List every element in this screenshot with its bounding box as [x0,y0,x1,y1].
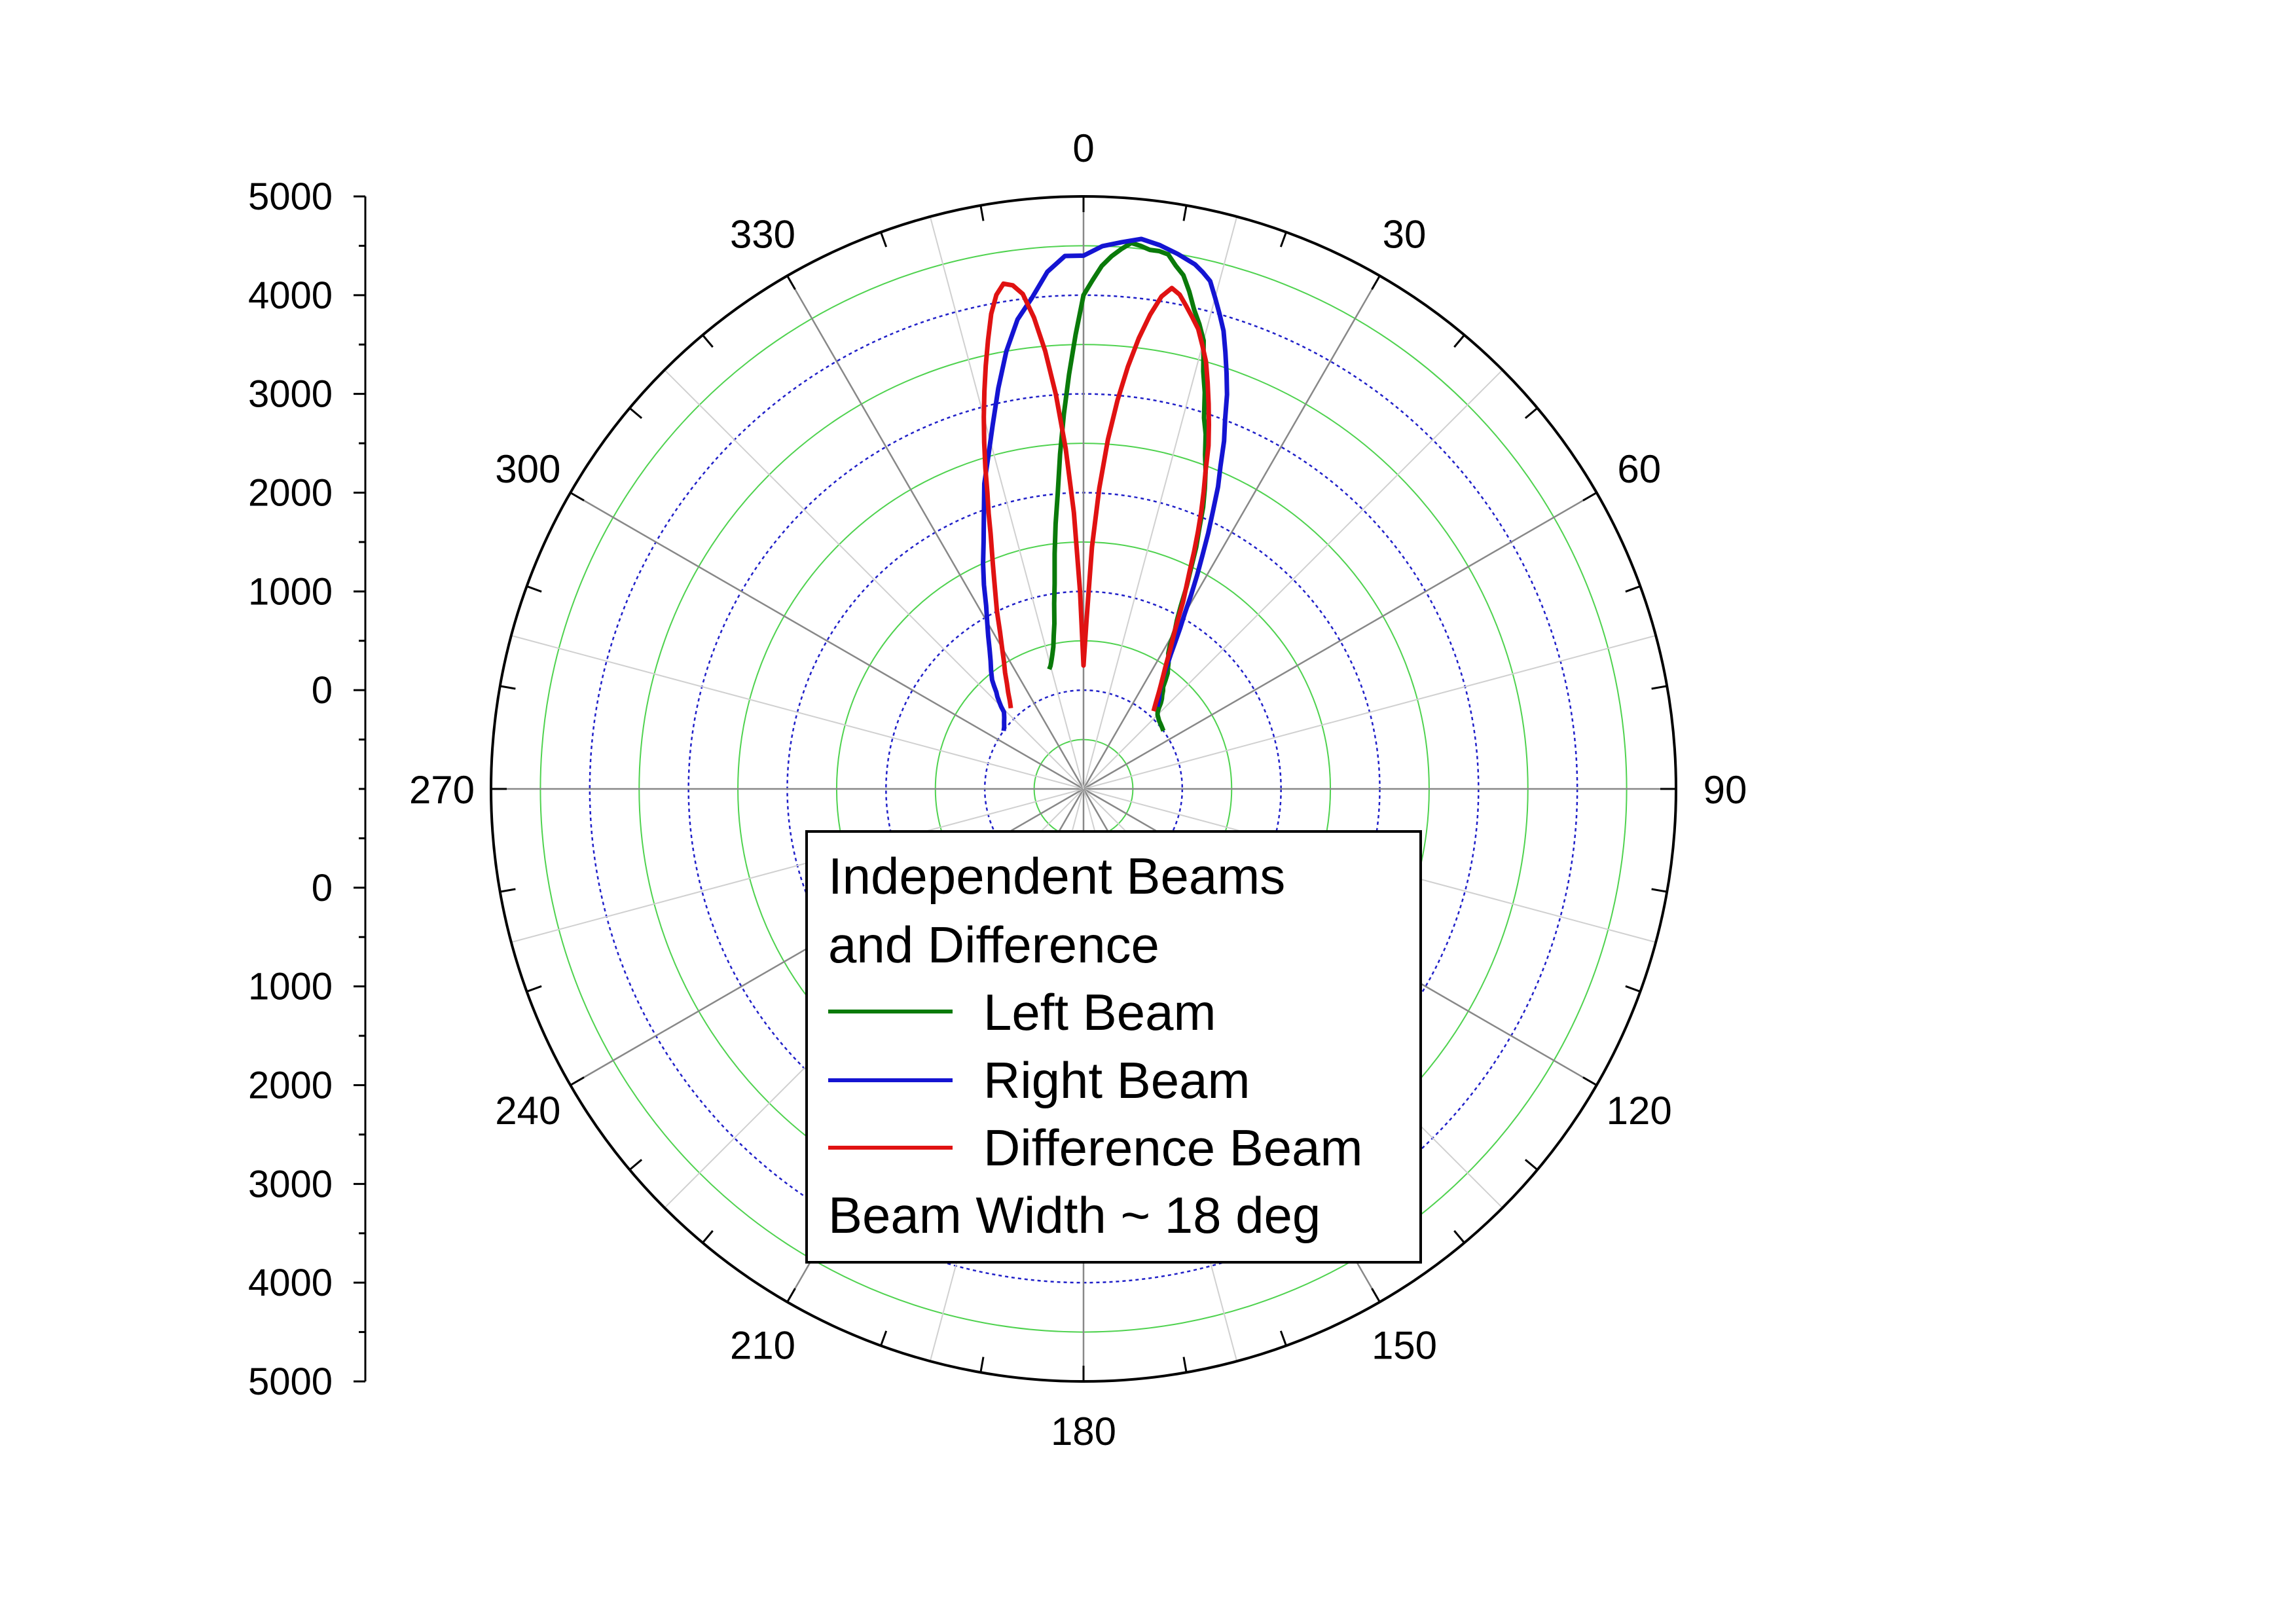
angle-tick [1582,1076,1597,1086]
angle-tick [1279,232,1287,247]
angle-label-60: 60 [1617,447,1661,491]
angle-tick [629,407,643,419]
angle-label-240: 240 [495,1089,560,1133]
angle-label-30: 30 [1383,212,1427,256]
minor-spoke [1083,216,1238,790]
minor-spoke [664,369,1084,790]
angle-label-210: 210 [730,1324,795,1368]
angle-tick [1625,985,1641,993]
legend-box [805,830,1422,1264]
angle-label-270: 270 [409,768,475,812]
angle-label-90: 90 [1704,768,1747,812]
radial-tick-label-lower: 0 [312,867,333,909]
angle-label-330: 330 [730,212,795,256]
series-line-left-beam [1047,240,1209,732]
angle-tick [1625,585,1641,593]
angle-tick [786,275,796,290]
angle-tick [786,1288,796,1303]
angle-tick [1651,685,1667,690]
angle-tick [880,1330,888,1346]
radial-tick-label-upper: 3000 [248,373,333,416]
angle-label-150: 150 [1372,1324,1437,1368]
legend-label-difference-beam: Difference Beam [983,1119,1363,1176]
angle-label-300: 300 [495,447,560,491]
angle-tick [702,1230,714,1244]
radial-tick-label-lower: 1000 [248,966,333,1008]
radial-tick-label-upper: 5000 [248,175,333,218]
angle-labels: 0 30 60 90 120 150 180 210 240 270 300 330 [409,126,1747,1453]
angle-tick [702,334,714,348]
angle-tick [1524,407,1539,419]
minor-spoke [929,216,1084,790]
minor-spoke [1083,634,1656,790]
angle-tick [1279,1330,1287,1346]
series-group [981,236,1230,732]
radial-tick-label-lower: 4000 [248,1262,333,1304]
radial-axis: 5000 4000 3000 2000 1000 0 0 1000 2000 3000 4000 50… [248,175,367,1403]
legend-label-left-beam: Left Beam [983,983,1216,1041]
angle-tick [979,1357,985,1373]
angle-tick [526,985,542,993]
angle-tick [526,585,542,593]
angle-label-180: 180 [1051,1410,1116,1453]
angle-label-0: 0 [1072,126,1094,170]
radial-tick-label-lower: 5000 [248,1360,333,1403]
angle-tick [570,492,585,501]
radial-tick-label-upper: 1000 [248,570,333,613]
angle-tick [1453,1230,1465,1244]
angle-tick [629,1159,643,1171]
angle-tick [500,685,516,690]
angle-label-120: 120 [1607,1089,1672,1133]
legend: Independent Beams and Difference Left Be… [805,830,1422,1264]
major-spoke [1082,275,1381,790]
legend-title-line2: and Difference [828,916,1159,974]
series-line-difference-beam [981,281,1211,712]
legend-footer: Beam Width ~ 18 deg [828,1186,1321,1244]
angle-tick [1524,1159,1539,1171]
angle-tick [880,232,888,247]
radial-tick-label-lower: 2000 [248,1065,333,1107]
major-spoke [1083,492,1597,790]
angle-tick [1371,1288,1381,1303]
radial-tick-label-upper: 0 [312,669,333,712]
angle-tick [1453,334,1465,348]
angle-tick [1371,275,1381,290]
radial-tick-label-upper: 4000 [248,274,333,317]
minor-spoke [511,788,1084,943]
minor-spoke [1083,369,1503,790]
angle-tick [979,205,985,221]
major-spoke [786,275,1085,790]
major-spoke [570,492,1084,790]
radial-tick-label-lower: 3000 [248,1163,333,1205]
angle-tick [570,1076,585,1086]
angle-tick [1651,888,1667,893]
minor-spoke [511,634,1084,790]
series-line-right-beam [981,236,1230,731]
angle-tick [1182,1357,1188,1373]
angle-tick [1582,492,1597,501]
angle-tick [500,888,516,893]
legend-title-line1: Independent Beams [828,847,1285,905]
legend-label-right-beam: Right Beam [983,1051,1250,1109]
angle-tick [1182,205,1188,221]
radial-tick-label-upper: 2000 [248,472,333,515]
